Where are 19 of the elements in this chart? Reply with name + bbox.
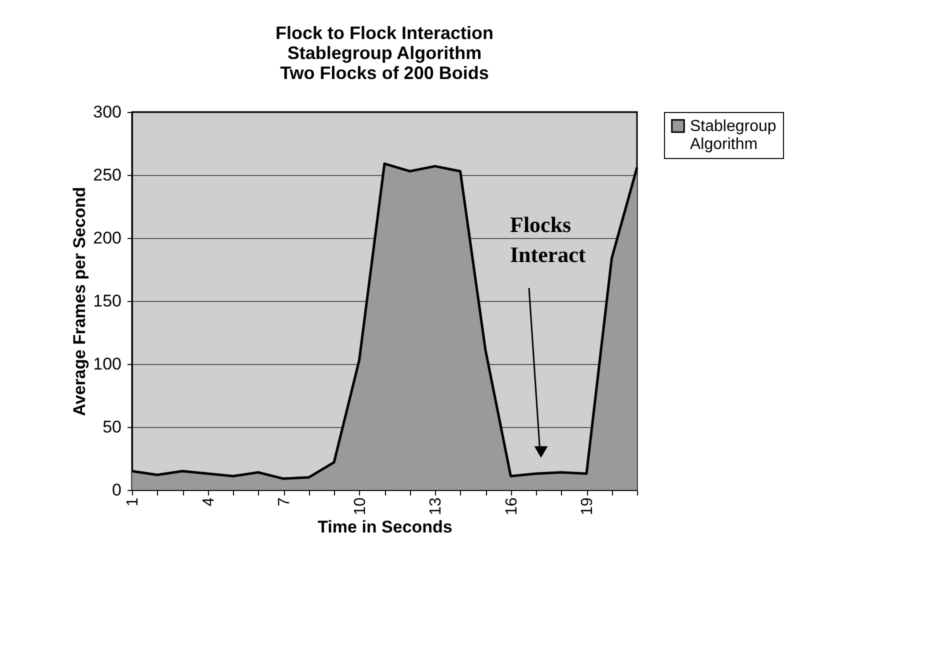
legend-label: Stablegroup Algorithm [690, 118, 776, 153]
annotation: Flocks Interact [510, 212, 586, 267]
y-tick-label: 100 [93, 354, 122, 374]
x-tick-label: 16 [503, 497, 520, 516]
x-tick-label: 4 [200, 497, 218, 506]
y-tick-label: 250 [93, 166, 122, 184]
chart-title: Flock to Flock Interaction Stablegroup Algorithm Two Flocks of 200 Boids [275, 23, 494, 83]
y-axis-title: Average Frames per Second [70, 187, 90, 416]
x-tick-label: 1 [124, 497, 142, 506]
x-axis-title: Time in Seconds [318, 517, 452, 536]
y-tick-label: 50 [102, 418, 122, 436]
x-tick-label: 19 [579, 497, 596, 516]
y-tick-label: 300 [93, 102, 122, 122]
x-tick-label: 10 [352, 497, 369, 516]
x-tick-label: 13 [428, 497, 444, 516]
x-tick-label: 7 [276, 497, 293, 506]
y-tick-label: 0 [112, 480, 122, 500]
y-tick-label: 150 [93, 292, 122, 310]
y-tick-label: 200 [93, 228, 122, 248]
